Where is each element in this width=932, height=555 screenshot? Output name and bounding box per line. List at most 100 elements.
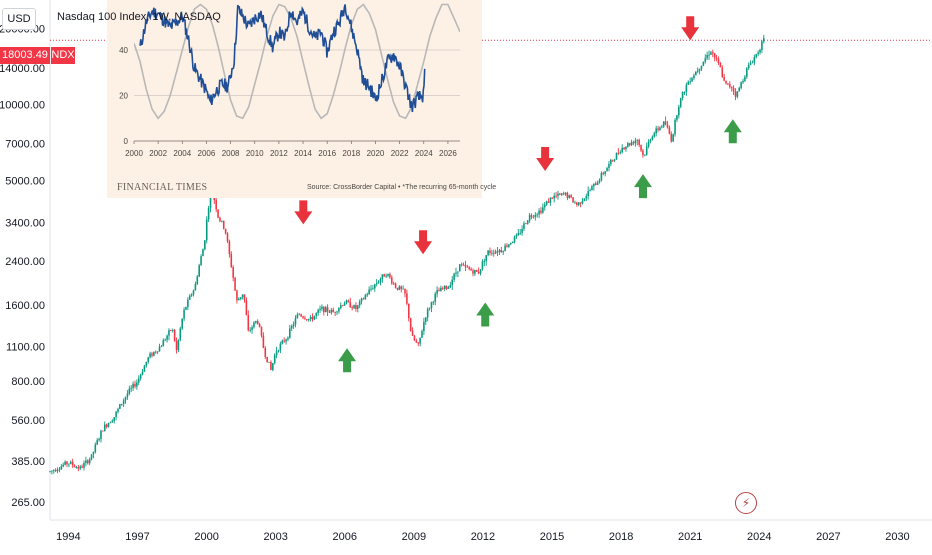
inset-publisher: FINANCIAL TIMES — [117, 182, 208, 193]
candle-body — [434, 293, 437, 302]
candle-body — [500, 250, 503, 253]
candle-body — [681, 92, 684, 98]
candle-body — [466, 266, 469, 268]
x-tick-label: 2000 — [194, 531, 218, 543]
candle-body — [154, 351, 157, 353]
candle-body — [651, 136, 654, 140]
candle-body — [262, 335, 265, 348]
symbol-title: Nasdaq 100 Index, 1W, NASDAQ — [57, 11, 221, 23]
x-tick-label: 2018 — [609, 531, 633, 543]
x-tick-label: 2024 — [747, 531, 771, 543]
candle-body — [670, 133, 673, 142]
currency-button[interactable]: USD — [2, 8, 36, 30]
candle-body — [409, 318, 412, 331]
candle-body — [545, 201, 548, 205]
candle-body — [345, 300, 348, 304]
candle-body — [732, 87, 735, 92]
candle-body — [168, 330, 170, 336]
candle-body — [130, 387, 132, 389]
candle-body — [319, 308, 321, 311]
candle-body — [706, 55, 708, 59]
buy-signal-arrow — [723, 119, 742, 144]
candle-body — [196, 276, 199, 285]
candle-body — [719, 63, 722, 68]
candle-body — [506, 245, 508, 247]
candle-body — [432, 301, 435, 303]
candle-body — [423, 321, 425, 332]
candle-body — [251, 327, 253, 330]
candle-body — [364, 295, 367, 300]
candle-body — [207, 207, 210, 220]
candle-body — [373, 284, 376, 289]
candle-body — [194, 284, 197, 291]
candle-body — [200, 256, 202, 266]
candle-body — [657, 128, 659, 131]
candle-body — [198, 265, 200, 277]
candle-body — [311, 317, 314, 320]
candle-body — [94, 444, 97, 452]
candle-body — [236, 290, 238, 301]
candle-body — [508, 244, 510, 247]
candle-body — [372, 288, 374, 290]
candle-body — [472, 270, 474, 274]
x-tick-label: 1997 — [125, 531, 149, 543]
candle-body — [88, 459, 91, 464]
candle-body — [489, 250, 491, 254]
candle-body — [485, 255, 488, 262]
candle-body — [678, 106, 680, 116]
candle-body — [119, 404, 121, 409]
candle-body — [564, 192, 567, 195]
flash-icon[interactable]: ⚡ — [735, 492, 757, 514]
candle-body — [460, 264, 463, 266]
candle-body — [687, 81, 690, 85]
sell-signal-arrow — [536, 147, 555, 172]
candle-body — [428, 308, 431, 310]
candle-body — [300, 314, 302, 317]
candle-body — [587, 191, 589, 197]
candle-body — [162, 340, 165, 347]
candle-body — [205, 219, 208, 241]
candle-body — [268, 361, 270, 363]
candle-body — [175, 341, 178, 350]
candle-body — [693, 75, 695, 79]
candle-body — [370, 288, 372, 290]
candle-body — [402, 288, 404, 290]
candle-body — [615, 152, 618, 160]
candle-body — [245, 300, 248, 316]
cycle-line — [134, 3, 460, 120]
candle-body — [398, 286, 401, 290]
candle-body — [549, 197, 552, 203]
candle-body — [547, 201, 550, 203]
candle-body — [353, 305, 355, 309]
candle-body — [230, 253, 233, 268]
candle-body — [487, 250, 489, 256]
candle-body — [343, 303, 346, 306]
candle-body — [181, 318, 183, 329]
candle-body — [572, 197, 574, 203]
x-tick-label: 2015 — [540, 531, 564, 543]
candle-body — [385, 275, 387, 277]
candle-body — [453, 273, 455, 280]
candle-body — [642, 150, 644, 156]
candle-body — [330, 309, 333, 313]
inset-x-tick-label: 2014 — [294, 149, 312, 158]
last-price-tag: 18003.49 — [0, 47, 50, 64]
candle-body — [103, 424, 106, 432]
candle-body — [419, 337, 421, 344]
candle-body — [105, 424, 108, 427]
inset-x-tick-label: 2006 — [198, 149, 216, 158]
candle-body — [145, 361, 148, 366]
candle-body — [389, 274, 391, 278]
candle-body — [424, 317, 427, 322]
candle-body — [340, 305, 342, 309]
candle-body — [519, 232, 522, 234]
candle-body — [619, 152, 622, 154]
candle-body — [538, 210, 540, 215]
inset-y-tick-label: 40 — [119, 46, 128, 55]
candle-body — [762, 38, 765, 42]
candle-body — [247, 315, 250, 331]
sell-signal-arrow — [681, 16, 700, 41]
candle-body — [164, 339, 166, 341]
candle-body — [736, 91, 739, 97]
candle-body — [326, 307, 329, 312]
